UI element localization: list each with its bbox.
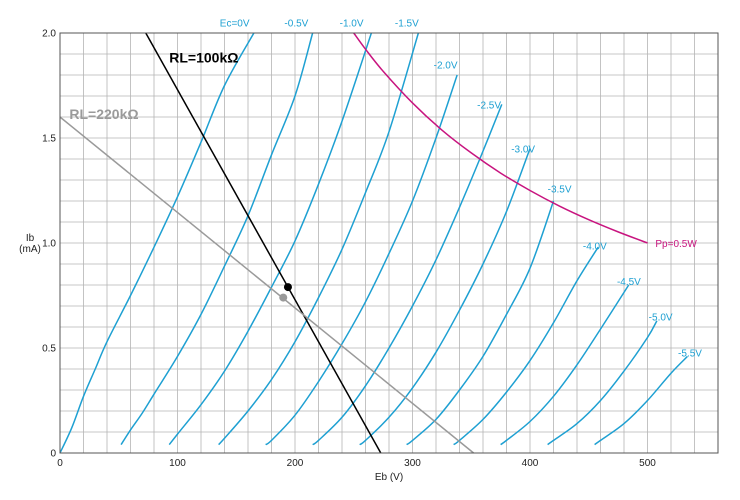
y-axis-label: Ib <box>26 233 35 244</box>
plate-curve-label: -3.0V <box>511 145 535 156</box>
y-tick-label: 0.5 <box>42 344 56 355</box>
plate-curve <box>500 284 630 446</box>
plate-curve-label: -4.0V <box>583 241 607 252</box>
dissipation-curve-label: Pp=0.5W <box>655 239 697 250</box>
plate-curve <box>406 200 555 446</box>
plate-curve <box>594 355 688 446</box>
y-axis-unit-label: (mA) <box>19 244 41 255</box>
plate-curve <box>265 74 458 446</box>
plate-curve <box>168 32 373 446</box>
x-tick-label: 200 <box>287 458 304 469</box>
plate-curve-label: -5.0V <box>649 313 673 324</box>
operating-point <box>279 293 288 302</box>
curve-labels: Ec=0V -0.5V -1.0V -1.5V -2.0V -2.5V -3.0V -3.5V… <box>69 19 702 360</box>
plate-curve-label: -3.5V <box>548 185 572 196</box>
operating-point <box>283 283 292 292</box>
plate-curve <box>218 32 420 446</box>
plate-curve-label: -2.0V <box>434 61 458 72</box>
x-tick-label: 300 <box>404 458 421 469</box>
plate-curve-label: Ec=0V <box>220 19 250 30</box>
axes: 0 100 200 300 400 500 0 0.5 1.0 1.5 2.0 Eb (V) Ib(mA… <box>19 29 719 483</box>
grid-layer <box>59 32 719 454</box>
plate-curve-label: -5.5V <box>678 348 702 359</box>
load-line <box>59 116 475 454</box>
x-tick-label: 0 <box>57 458 63 469</box>
x-tick-label: 100 <box>169 458 186 469</box>
plate-curve-label: -4.5V <box>617 277 641 288</box>
plate-curves <box>59 32 688 454</box>
load-lines <box>59 32 475 454</box>
plate-curve <box>120 32 314 446</box>
y-tick-label: 1.0 <box>42 239 56 250</box>
plate-curve <box>547 320 658 446</box>
plate-curve-label: -0.5V <box>284 19 308 30</box>
plate-curve <box>59 32 255 454</box>
plate-curve <box>453 246 599 446</box>
x-tick-label: 400 <box>522 458 539 469</box>
x-tick-label: 500 <box>639 458 656 469</box>
load-line <box>145 32 382 454</box>
plate-curve-label: -1.0V <box>340 19 364 30</box>
load-line-label: RL=100kΩ <box>169 49 238 65</box>
plate-curve-label: -2.5V <box>477 101 501 112</box>
plate-curve <box>312 104 503 446</box>
y-tick-label: 1.5 <box>42 134 56 145</box>
load-line-label: RL=220kΩ <box>69 106 138 122</box>
dissipation-curve <box>353 32 648 244</box>
y-tick-label: 2.0 <box>42 29 56 40</box>
plate-curve-label: -1.5V <box>395 19 419 30</box>
y-tick-label: 0 <box>50 449 56 460</box>
plate-curve <box>359 148 531 446</box>
plot-frame <box>59 32 719 454</box>
x-axis-label: Eb (V) <box>375 472 403 483</box>
